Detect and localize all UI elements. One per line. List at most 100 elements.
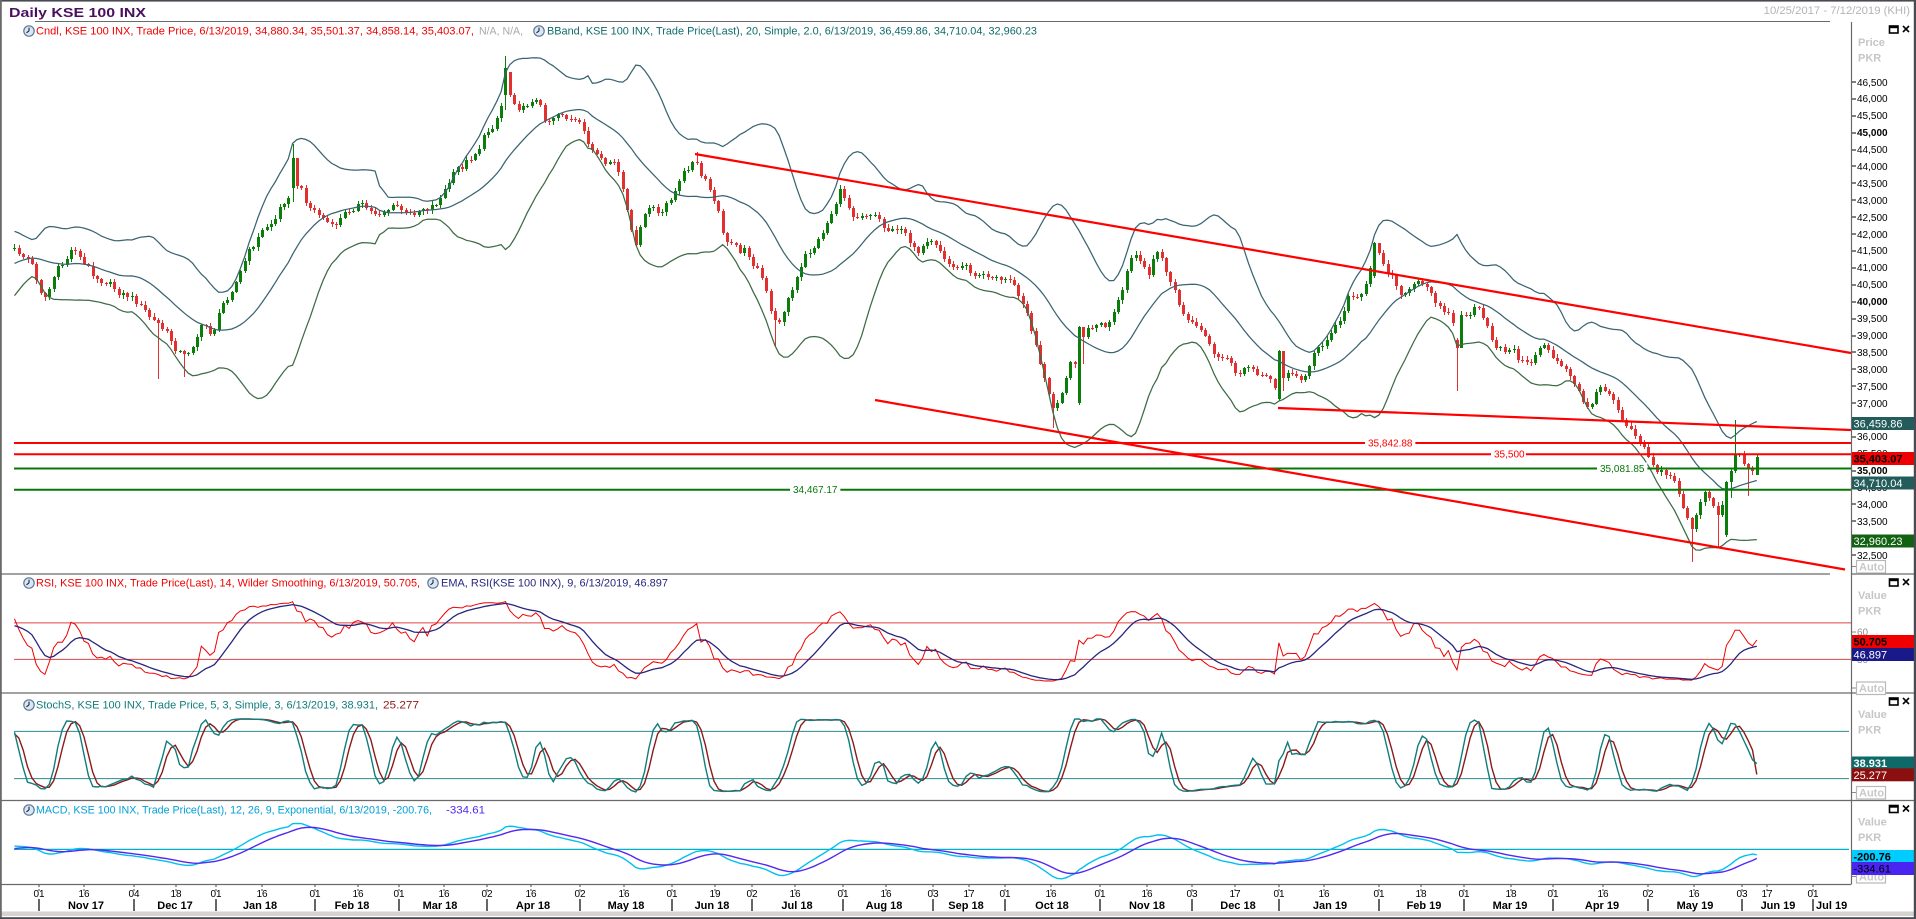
svg-text:EMA, RSI(KSE 100 INX), 9, 6/1: EMA, RSI(KSE 100 INX), 9, 6/13/2019, 46.… (441, 578, 668, 590)
svg-text:01: 01 (837, 889, 849, 900)
svg-text:16: 16 (352, 889, 364, 900)
svg-text:Apr 19: Apr 19 (1585, 900, 1619, 912)
svg-text:May 18: May 18 (608, 900, 645, 912)
svg-text:Jun 18: Jun 18 (695, 900, 730, 912)
svg-text:Jan 19: Jan 19 (1313, 900, 1347, 912)
svg-text:37,000: 37,000 (1857, 399, 1888, 410)
svg-text:46,000: 46,000 (1857, 94, 1888, 105)
svg-text:16: 16 (789, 889, 801, 900)
svg-text:MACD, KSE 100 INX, Trade Price: MACD, KSE 100 INX, Trade Price(Last), 12… (36, 805, 432, 817)
svg-text:35,081.85: 35,081.85 (1600, 464, 1645, 475)
svg-text:01: 01 (1273, 889, 1285, 900)
svg-text:38.931: 38.931 (1854, 758, 1888, 770)
svg-text:Sep 18: Sep 18 (948, 900, 983, 912)
svg-text:01: 01 (1373, 889, 1385, 900)
svg-text:44,000: 44,000 (1857, 162, 1888, 173)
svg-text:16: 16 (1597, 889, 1609, 900)
svg-text:18: 18 (1505, 889, 1517, 900)
svg-text:40,500: 40,500 (1857, 280, 1888, 291)
svg-text:32,960.23: 32,960.23 (1854, 536, 1903, 548)
svg-text:17: 17 (1229, 889, 1241, 900)
svg-text:Oct 18: Oct 18 (1035, 900, 1069, 912)
svg-text:01: 01 (1094, 889, 1106, 900)
svg-text:May 19: May 19 (1677, 900, 1714, 912)
svg-text:17: 17 (1761, 889, 1773, 900)
svg-text:34,000: 34,000 (1857, 500, 1888, 511)
svg-text:18: 18 (1415, 889, 1427, 900)
svg-text:44,500: 44,500 (1857, 145, 1888, 156)
svg-text:01: 01 (393, 889, 405, 900)
svg-text:Dec 18: Dec 18 (1220, 900, 1255, 912)
svg-text:37,500: 37,500 (1857, 382, 1888, 393)
svg-text:25.277: 25.277 (1854, 770, 1888, 782)
svg-text:16: 16 (525, 889, 537, 900)
svg-text:34,467.17: 34,467.17 (793, 485, 838, 496)
svg-text:03: 03 (1186, 889, 1198, 900)
svg-text:02: 02 (574, 889, 586, 900)
svg-text:38,000: 38,000 (1857, 365, 1888, 376)
svg-text:16: 16 (1688, 889, 1700, 900)
svg-text:33,500: 33,500 (1857, 517, 1888, 528)
svg-text:Feb 18: Feb 18 (335, 900, 370, 912)
svg-text:42,500: 42,500 (1857, 213, 1888, 224)
svg-text:16: 16 (78, 889, 90, 900)
svg-text:Dec 17: Dec 17 (157, 900, 192, 912)
svg-text:25.277: 25.277 (383, 700, 419, 712)
svg-text:46,500: 46,500 (1857, 78, 1888, 89)
svg-text:PKR: PKR (1858, 832, 1881, 844)
svg-text:-334.61: -334.61 (1854, 864, 1891, 876)
svg-text:Value: Value (1858, 817, 1887, 829)
svg-text:39,500: 39,500 (1857, 314, 1888, 325)
svg-text:Mar 18: Mar 18 (423, 900, 458, 912)
svg-text:01: 01 (1807, 889, 1819, 900)
svg-text:Jul 18: Jul 18 (781, 900, 812, 912)
svg-text:Price: Price (1858, 37, 1885, 49)
svg-text:16: 16 (1141, 889, 1153, 900)
svg-text:45,000: 45,000 (1857, 128, 1888, 139)
svg-text:Jun 19: Jun 19 (1761, 900, 1796, 912)
svg-text:-334.61: -334.61 (446, 805, 485, 817)
svg-text:Auto: Auto (1859, 788, 1884, 800)
svg-text:Daily KSE 100 INX: Daily KSE 100 INX (9, 6, 147, 20)
svg-text:35,000: 35,000 (1857, 466, 1888, 477)
svg-text:StochS, KSE 100 INX, Trade Pri: StochS, KSE 100 INX, Trade Price, 5, 3, … (36, 700, 378, 712)
svg-text:36,459.86: 36,459.86 (1854, 419, 1903, 431)
svg-text:34,710.04: 34,710.04 (1854, 478, 1903, 490)
svg-text:35,403.07: 35,403.07 (1854, 454, 1903, 466)
svg-text:16: 16 (256, 889, 268, 900)
svg-text:01: 01 (1458, 889, 1470, 900)
svg-text:01: 01 (666, 889, 678, 900)
svg-text:16: 16 (438, 889, 450, 900)
svg-text:38,500: 38,500 (1857, 348, 1888, 359)
svg-text:35,500: 35,500 (1494, 450, 1525, 461)
svg-text:16: 16 (1318, 889, 1330, 900)
svg-text:10/25/2017 - 7/12/2019 (KHI): 10/25/2017 - 7/12/2019 (KHI) (1764, 5, 1911, 17)
svg-text:17: 17 (963, 889, 975, 900)
svg-text:40,000: 40,000 (1857, 297, 1888, 308)
svg-text:Jan 18: Jan 18 (243, 900, 277, 912)
svg-text:36,000: 36,000 (1857, 432, 1888, 443)
svg-text:Aug 18: Aug 18 (866, 900, 903, 912)
svg-text:32,500: 32,500 (1857, 551, 1888, 562)
svg-text:01: 01 (309, 889, 321, 900)
svg-text:16: 16 (618, 889, 630, 900)
svg-text:Mar 19: Mar 19 (1493, 900, 1528, 912)
svg-text:43,500: 43,500 (1857, 179, 1888, 190)
svg-text:BBand, KSE 100 INX, Trade Pric: BBand, KSE 100 INX, Trade Price(Last), 2… (547, 26, 1037, 38)
svg-text:01: 01 (210, 889, 222, 900)
svg-text:04: 04 (128, 889, 140, 900)
svg-text:02: 02 (1642, 889, 1654, 900)
svg-text:60: 60 (1857, 628, 1869, 639)
svg-text:N/A, N/A,: N/A, N/A, (479, 26, 523, 38)
svg-text:Value: Value (1858, 709, 1887, 721)
svg-text:Nov 18: Nov 18 (1129, 900, 1165, 912)
svg-text:PKR: PKR (1858, 52, 1881, 64)
svg-text:Cndl, KSE 100 INX, Trade Price: Cndl, KSE 100 INX, Trade Price, 6/13/201… (36, 26, 474, 38)
svg-text:03: 03 (1736, 889, 1748, 900)
svg-text:43,000: 43,000 (1857, 196, 1888, 207)
svg-text:Nov 17: Nov 17 (68, 900, 104, 912)
svg-text:Auto: Auto (1859, 562, 1884, 574)
svg-text:02: 02 (481, 889, 493, 900)
svg-text:45,500: 45,500 (1857, 111, 1888, 122)
svg-text:42,000: 42,000 (1857, 230, 1888, 241)
